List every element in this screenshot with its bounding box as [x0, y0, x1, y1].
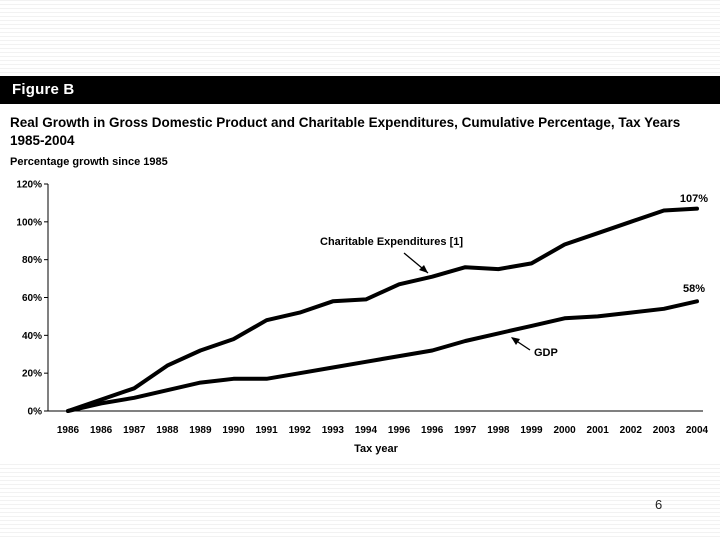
series-line-gdp	[66, 299, 699, 413]
line-chart: 0%20%40%60%80%100%120% 1986 1986 1987 1988 1…	[16, 180, 709, 456]
axes	[47, 184, 703, 412]
x-tick-label: 2000	[553, 425, 576, 436]
x-tick-label: 2004	[686, 425, 709, 436]
y-tick-label: 60%	[22, 293, 42, 304]
x-tick-label: 1999	[520, 425, 543, 436]
x-tick-label: 1992	[289, 425, 312, 436]
x-tick-label: 2002	[620, 425, 643, 436]
y-tick-label: 0%	[28, 407, 43, 418]
x-tick-label: 1989	[189, 425, 212, 436]
x-tick-label: 1988	[156, 425, 179, 436]
x-tick-label: 1987	[123, 425, 146, 436]
x-tick-label: 1996	[421, 425, 444, 436]
arrow-head-charitable	[419, 265, 428, 273]
figure-card: Figure B Real Growth in Gross Domestic P…	[0, 76, 720, 464]
x-axis-title: Tax year	[354, 443, 399, 455]
x-tick-label: 1998	[487, 425, 510, 436]
x-tick-label: 1996	[388, 425, 411, 436]
arrow-head-gdp	[511, 337, 520, 345]
series-label-gdp: GDP	[534, 347, 558, 359]
x-tick-label: 1986	[90, 425, 113, 436]
end-label-gdp: 58%	[683, 283, 705, 295]
x-tick-label: 1994	[355, 425, 378, 436]
figure-label: Figure B	[12, 81, 75, 98]
end-label-charitable: 107%	[680, 193, 708, 205]
x-tick-label: 2003	[653, 425, 676, 436]
series-label-charitable: Charitable Expenditures [1]	[320, 236, 463, 248]
y-tick-label: 80%	[22, 255, 42, 266]
y-tick-label: 120%	[16, 180, 42, 191]
chart-title-line-2: 1985-2004	[10, 133, 75, 148]
y-axis-ticks: 0% 20% 40% 60% 80% 100% 120%	[16, 180, 48, 418]
x-tick-label: 2001	[587, 425, 610, 436]
x-tick-label: 1990	[222, 425, 245, 436]
x-axis-ticks: 1986 1986 1987 1988 1989 1990 1991 1992 1993 1994…	[57, 425, 709, 436]
series	[66, 206, 699, 413]
page-number: 6	[655, 497, 663, 512]
y-tick-label: 20%	[22, 369, 42, 380]
x-tick-label: 1991	[256, 425, 279, 436]
chart-title: Real Growth in Gross Domestic Product an…	[10, 114, 720, 150]
annotations: Charitable Expenditures [1] GDP 107% 58%…	[320, 193, 708, 455]
chart-title-line-1: Real Growth in Gross Domestic Product an…	[10, 115, 681, 130]
chart-subtitle: Percentage growth since 1985	[10, 156, 168, 168]
x-tick-label: 1997	[454, 425, 477, 436]
figure-banner: Figure B	[0, 76, 720, 104]
y-tick-label: 40%	[22, 331, 42, 342]
series-line-charitable	[66, 206, 699, 413]
y-tick-label: 100%	[16, 217, 42, 228]
x-tick-label: 1986	[57, 425, 80, 436]
x-tick-label: 1993	[322, 425, 345, 436]
